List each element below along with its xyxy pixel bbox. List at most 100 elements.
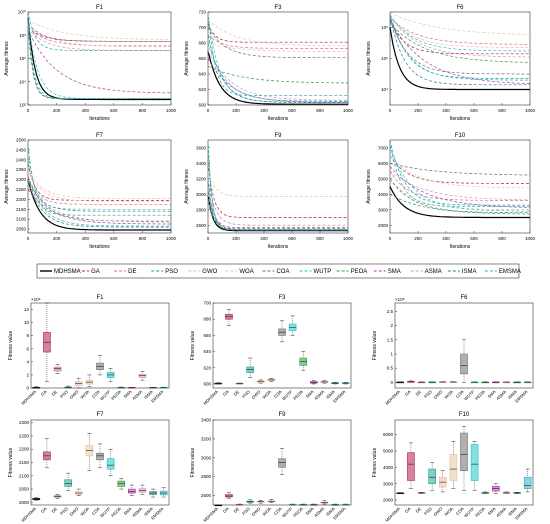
series-line-gwo: [389, 178, 530, 211]
x-tick-label: 400: [260, 236, 268, 241]
x-tick-label: WOA: [261, 506, 272, 517]
x-tick-label: ISMA: [143, 389, 154, 400]
y-tick-label: 2300: [16, 177, 27, 182]
series-line-mdhsma: [207, 50, 348, 105]
plot-area: [207, 139, 349, 234]
x-tick-label: ISMA: [507, 506, 518, 517]
x-tick-label: ASMA: [313, 506, 325, 518]
x-tick-label: PEOA: [292, 506, 304, 518]
x-tick-label: SMA: [487, 506, 497, 516]
x-tick-label: WOA: [443, 389, 454, 400]
x-tick-label: DE: [51, 506, 59, 514]
series-line-isma: [27, 181, 171, 228]
y-tick-label: 680: [203, 317, 211, 322]
series-line-de: [27, 175, 171, 205]
y-tick-label: 5000: [383, 449, 394, 454]
x-tick-label: WUTP: [281, 389, 293, 401]
box-coa: [278, 458, 286, 468]
x-tick-label: GWO: [251, 389, 262, 400]
series-line-pso: [207, 139, 348, 229]
series-line-emsma: [389, 18, 530, 81]
y-tick-label: 2.5: [387, 309, 394, 314]
x-tick-label: COA: [91, 506, 101, 516]
x-tick-label: PEOA: [474, 506, 486, 518]
y-tick-label: 2150: [19, 460, 30, 465]
x-tick-label: 1000: [525, 108, 536, 113]
y-tick-label: 0: [26, 386, 29, 391]
y-tick-label: 700: [203, 301, 211, 306]
line-chart-f3: F3 Iterations Average fitness 0 200 400 600 800…: [184, 5, 354, 122]
series-line-emsma: [207, 42, 348, 102]
x-tick-label: 0: [389, 108, 392, 113]
series-line-gwo: [389, 15, 530, 48]
y-tick-label: 620: [198, 87, 206, 92]
series-line-isma: [207, 35, 348, 104]
y-tick-label: 10⁴: [19, 79, 26, 84]
x-tick-label: SMA: [487, 389, 497, 399]
series-line-coa: [27, 23, 171, 42]
y-tick-label: 2250: [19, 433, 30, 438]
x-axis-label: Iterations: [450, 244, 471, 250]
y-tick-label: 10²: [19, 103, 26, 108]
x-tick-label: MDHSMA: [202, 389, 219, 406]
legend-label-emsma: EMSMA: [499, 269, 521, 275]
x-tick-label: WOA: [79, 389, 90, 400]
x-tick-label: 1000: [343, 108, 354, 113]
legend-label-de: DE: [128, 269, 136, 275]
series-line-mdhsma: [27, 179, 171, 231]
x-tick-label: MDHSMA: [384, 389, 401, 406]
series-line-woa: [389, 12, 531, 35]
series-line-emsma: [207, 178, 348, 231]
x-tick-label: MDHSMA: [20, 506, 37, 523]
box-asma: [138, 373, 147, 378]
x-tick-label: 800: [498, 108, 506, 113]
series-line-ga: [389, 155, 530, 184]
box-chart-f6: F6 Fitness value ×10⁸ 0 0.5 1 1.5 2 2.5 MDHSMA GA D…: [372, 295, 534, 406]
series-line-ga: [207, 163, 348, 218]
x-axis-label: Iterations: [89, 116, 110, 122]
series-line-sma: [389, 166, 530, 208]
x-tick-label: 1000: [166, 236, 177, 241]
x-tick-label: SMA: [123, 506, 133, 516]
y-tick-label: 6: [26, 346, 29, 351]
series-line-sma: [389, 19, 531, 84]
x-tick-label: WOA: [443, 506, 454, 517]
x-tick-label: MDHSMA: [384, 506, 401, 523]
x-tick-label: ASMA: [131, 389, 143, 401]
x-tick-label: DE: [233, 389, 241, 397]
line-chart-f6: F6 Iterations Average fitness 0 200 400 600 800…: [366, 5, 536, 122]
x-tick-label: 400: [442, 108, 450, 113]
x-tick-label: PSO: [423, 506, 433, 516]
y-tick-label: 2050: [16, 227, 27, 232]
legend-box: [36, 263, 520, 279]
x-tick-label: 0: [27, 236, 30, 241]
series-line-isma: [389, 15, 530, 86]
y-tick-label: 5000: [378, 176, 389, 181]
y-axis-label: Average fitness: [4, 169, 10, 204]
y-axis-label: Fitness value: [190, 448, 196, 478]
y-tick-label: 3200: [196, 176, 207, 181]
y-tick-label: 6000: [378, 161, 389, 166]
y-tick-label: 0.5: [387, 366, 394, 371]
x-tick-label: PSO: [241, 389, 251, 399]
y-tick-label: 660: [203, 333, 211, 338]
series-line-coa: [389, 16, 530, 75]
y-axis-label: Average fitness: [4, 41, 10, 76]
x-tick-label: 400: [81, 236, 89, 241]
x-tick-label: ISMA: [325, 389, 336, 400]
x-tick-label: 400: [260, 108, 268, 113]
box-coa: [460, 432, 468, 471]
series-line-pso: [207, 11, 348, 97]
y-tick-label: 7000: [378, 145, 389, 150]
series-line-asma: [27, 185, 171, 223]
x-tick-label: 0: [207, 108, 210, 113]
y-tick-label: 2600: [196, 223, 207, 228]
x-tick-label: DE: [415, 506, 423, 514]
series-line-peoa: [389, 22, 530, 63]
chart-title: F7: [96, 133, 104, 139]
x-tick-label: 200: [53, 108, 61, 113]
x-tick-label: GA: [222, 506, 230, 514]
series-line-peoa: [389, 193, 530, 215]
chart-title: F9: [274, 133, 282, 139]
